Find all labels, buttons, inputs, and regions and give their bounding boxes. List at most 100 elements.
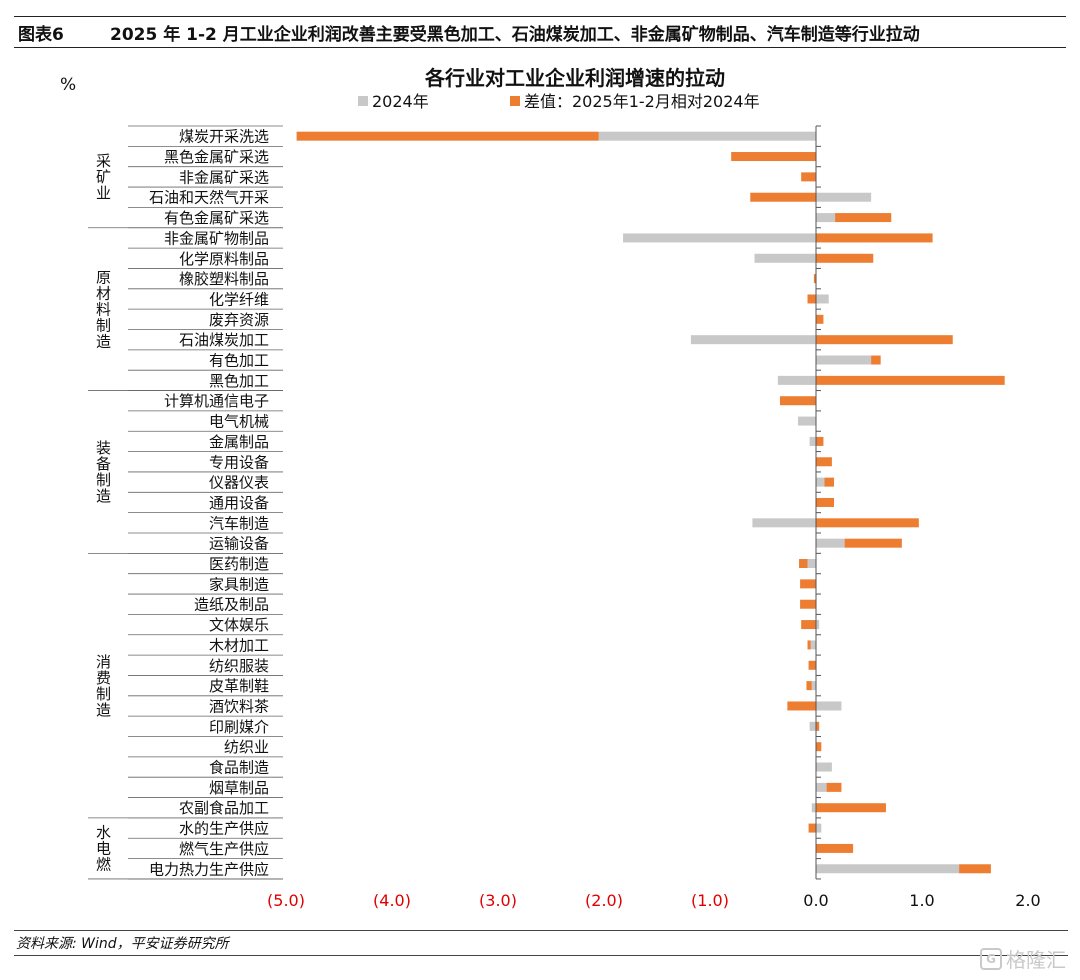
category-label: 食品制造 xyxy=(209,759,269,777)
bar-2024-11 xyxy=(690,335,816,345)
bar-diff-9 xyxy=(807,294,816,304)
bar-2024-12 xyxy=(816,355,872,365)
x-tick-label: (1.0) xyxy=(691,891,729,910)
category-label: 烟草制品 xyxy=(209,779,269,797)
bar-diff-22 xyxy=(799,559,808,569)
category-label: 石油和天然气开采 xyxy=(149,189,269,207)
category-label: 石油煤炭加工 xyxy=(179,331,269,349)
unit-label: % xyxy=(60,75,76,95)
category-label: 通用设备 xyxy=(209,494,269,512)
bar-diff-7 xyxy=(816,253,874,263)
bar-diff-5 xyxy=(835,213,892,223)
x-tick-label: 1.0 xyxy=(909,891,934,910)
category-label: 煤炭开采洗选 xyxy=(179,128,269,146)
bar-diff-37 xyxy=(959,864,991,874)
bar-2024-34 xyxy=(811,803,816,813)
category-label: 黑色加工 xyxy=(209,372,269,390)
chart-title: 各行业对工业企业利润增速的拉动 xyxy=(424,66,725,90)
category-label: 皮革制鞋 xyxy=(209,677,269,695)
bar-2024-37 xyxy=(816,864,960,874)
category-label: 纺织业 xyxy=(224,738,269,756)
category-label: 医药制造 xyxy=(209,555,269,573)
figure-header: 图表6 2025 年 1-2 月工业企业利润改善主要受黑色加工、石油煤炭加工、非… xyxy=(14,16,1066,48)
bar-diff-27 xyxy=(808,660,816,670)
bar-diff-14 xyxy=(779,396,816,406)
bar-2024-35 xyxy=(816,823,822,833)
bar-diff-34 xyxy=(816,803,886,813)
group-label: 消费制造 xyxy=(94,654,112,718)
category-label: 汽车制造 xyxy=(209,514,269,532)
bar-diff-35 xyxy=(808,823,816,833)
legend-label-2024: 2024年 xyxy=(372,92,429,111)
bar-2024-28 xyxy=(811,681,816,691)
bar-2024-29 xyxy=(816,701,842,711)
bar-diff-11 xyxy=(816,335,953,345)
bar-diff-19 xyxy=(816,497,835,507)
bar-diff-31 xyxy=(816,742,822,752)
category-label: 有色金属矿采选 xyxy=(164,209,269,227)
category-label: 水的生产供应 xyxy=(179,820,269,838)
bar-diff-29 xyxy=(787,701,816,711)
legend-label-diff: 差值：2025年1-2月相对2024年 xyxy=(524,92,760,111)
x-tick-label: 2.0 xyxy=(1015,891,1040,910)
x-tick-label: (4.0) xyxy=(373,891,411,910)
bar-diff-2 xyxy=(731,152,816,162)
bar-diff-25 xyxy=(801,620,816,630)
bar-2024-25 xyxy=(816,620,820,630)
category-label: 酒饮料茶 xyxy=(209,697,269,715)
category-label: 家具制造 xyxy=(209,575,269,593)
bar-2024-33 xyxy=(816,782,827,792)
category-label: 化学纤维 xyxy=(209,290,269,308)
bar-diff-10 xyxy=(816,314,824,324)
bar-2024-20 xyxy=(752,518,816,528)
bar-diff-23 xyxy=(800,579,816,589)
bar-diff-13 xyxy=(816,375,1005,385)
category-label: 金属制品 xyxy=(209,433,269,451)
bar-diff-26 xyxy=(807,640,811,650)
group-label: 采矿业 xyxy=(94,153,112,201)
bar-diff-17 xyxy=(816,457,832,467)
category-label: 印刷媒介 xyxy=(209,718,269,736)
bar-2024-21 xyxy=(816,538,845,548)
bar-diff-36 xyxy=(816,843,854,853)
category-label: 非金属矿物制品 xyxy=(164,229,269,247)
bar-diff-1 xyxy=(296,131,599,141)
bar-diff-30 xyxy=(816,721,820,731)
bar-2024-18 xyxy=(816,477,825,487)
category-label: 造纸及制品 xyxy=(194,596,269,614)
bar-2024-7 xyxy=(754,253,816,263)
bar-diff-8 xyxy=(813,274,816,284)
category-label: 电气机械 xyxy=(209,413,269,431)
bar-2024-30 xyxy=(809,721,816,731)
bar-diff-6 xyxy=(816,233,933,243)
bar-diff-21 xyxy=(844,538,902,548)
bar-2024-1 xyxy=(598,131,816,141)
bar-diff-16 xyxy=(816,436,824,446)
x-tick-label: (3.0) xyxy=(479,891,517,910)
bar-diff-33 xyxy=(826,782,842,792)
category-label: 运输设备 xyxy=(209,535,269,553)
category-label: 燃气生产供应 xyxy=(179,840,269,858)
bar-2024-32 xyxy=(816,762,832,772)
bar-2024-16 xyxy=(809,436,816,446)
bar-2024-22 xyxy=(807,559,816,569)
legend-swatch-diff xyxy=(510,96,520,106)
bar-2024-15 xyxy=(797,416,816,426)
bar-2024-4 xyxy=(816,192,872,202)
bar-diff-28 xyxy=(806,681,812,691)
bar-diff-12 xyxy=(871,355,881,365)
category-label: 农副食品加工 xyxy=(179,799,269,817)
category-label: 黑色金属矿采选 xyxy=(164,148,269,166)
bar-2024-26 xyxy=(810,640,816,650)
watermark-logo-icon: G xyxy=(980,947,1002,970)
category-label: 纺织服装 xyxy=(209,657,269,675)
category-label: 木材加工 xyxy=(209,636,269,654)
source-note: 资料来源: Wind，平安证券研究所 xyxy=(14,930,1068,956)
bar-diff-3 xyxy=(801,172,816,182)
category-label: 计算机通信电子 xyxy=(164,392,269,410)
category-label: 专用设备 xyxy=(209,453,269,471)
figure-title: 2025 年 1-2 月工业企业利润改善主要受黑色加工、石油煤炭加工、非金属矿物… xyxy=(110,24,920,45)
bar-diff-20 xyxy=(816,518,919,528)
group-label: 水电燃 xyxy=(94,824,112,872)
